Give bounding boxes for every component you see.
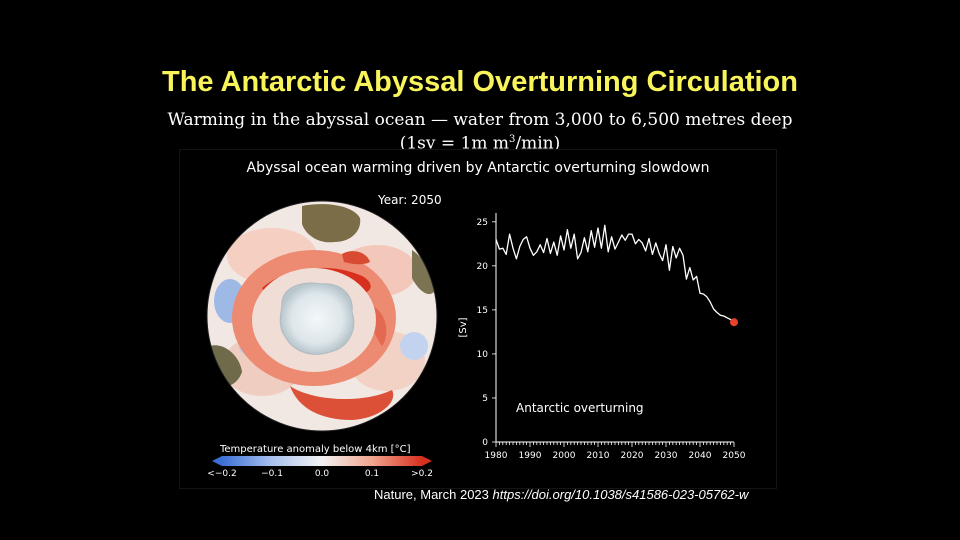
year-label: Year: 2050 [378,193,442,207]
subtitle-line-2-pre: (1sv = 1m m [399,133,510,154]
citation: Nature, March 2023 https://doi.org/10.10… [374,487,748,502]
x-tick-label: 1980 [485,451,508,461]
africa-landmass [412,250,434,295]
x-tick-label: 2020 [621,451,644,461]
colorbar-tick: 0.0 [314,469,330,479]
warm-anomaly-band [290,386,394,420]
subtitle-line-2: (1sv = 1m m3/min) [0,130,960,154]
citation-doi: https://doi.org/10.1038/s41586-023-05762… [492,487,749,502]
australia-landmass [302,204,361,243]
x-tick-label: 2010 [587,451,610,461]
y-tick-label: 10 [477,350,489,360]
colorbar-tick: <−0.2 [207,469,237,479]
y-tick-label: 5 [482,394,488,404]
y-tick-label: 0 [482,438,488,448]
colorbar-tick: 0.1 [364,469,380,479]
x-tick-label: 1990 [519,451,542,461]
y-axis-label: [Sv] [458,317,469,337]
antarctica-landmass [279,282,355,355]
slide-subtitle: Warming in the abyssal ocean — water fro… [0,111,960,154]
overturning-series-line [495,224,735,323]
cold-anomaly-patch [400,332,428,360]
x-tick-label: 2000 [553,451,576,461]
figure-title: Abyssal ocean warming driven by Antarcti… [246,160,710,176]
colorbar-ticks: <−0.2 −0.1 0.0 0.1 >0.2 [202,469,442,481]
slide-title: The Antarctic Abyssal Overturning Circul… [162,66,798,98]
endpoint-marker [730,318,738,327]
globe-surface [207,201,437,431]
subtitle-line-1: Warming in the abyssal ocean — water fro… [167,110,793,130]
antarctic-anomaly-map [206,200,438,432]
y-tick-label: 20 [477,262,489,272]
x-tick-label: 2030 [655,451,678,461]
citation-source: Nature, March 2023 [374,487,489,502]
colorbar [212,456,432,466]
y-tick-label: 15 [477,306,488,316]
colorbar-tick: >0.2 [411,469,433,479]
colorbar-tick: −0.1 [261,469,283,479]
subtitle-line-2-sup: 3 [509,134,516,145]
x-tick-label: 2050 [723,451,746,461]
x-tick-label: 2040 [689,451,712,461]
y-tick-label: 25 [477,218,488,228]
overturning-line-chart: 1980 1990 2000 2010 2020 2030 2040 2050 0 5 10 15 20… [458,213,746,461]
figure-panel: Abyssal ocean warming driven by Antarcti… [179,149,777,489]
subtitle-line-2-post: /min) [515,133,561,154]
warm-anomaly-band [342,251,370,265]
colorbar-label: Temperature anomaly below 4km [°C] [220,444,411,455]
series-annotation: Antarctic overturning [516,401,644,415]
